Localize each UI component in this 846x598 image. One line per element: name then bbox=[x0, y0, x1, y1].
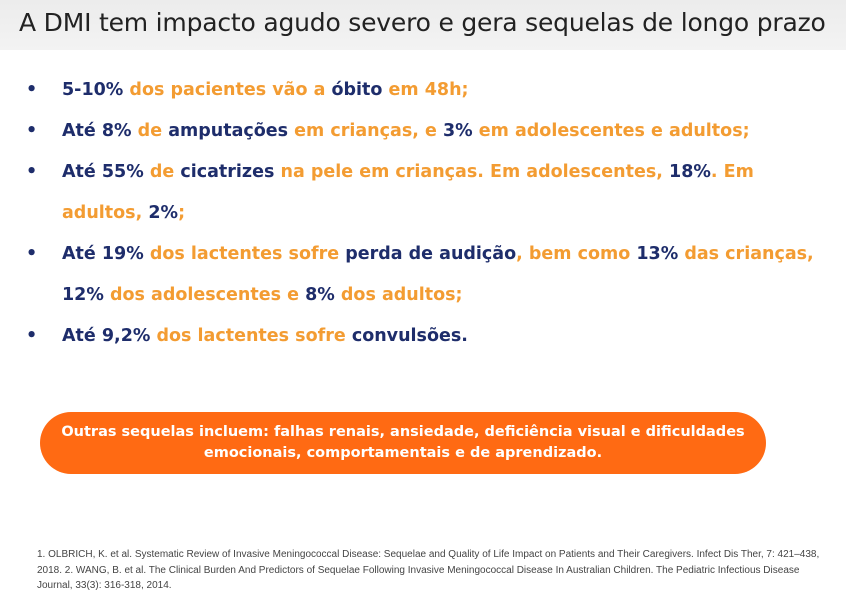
references: 1. OLBRICH, K. et al. Systematic Review … bbox=[37, 549, 820, 591]
text-run: dos adultos; bbox=[334, 285, 463, 305]
bullet-item: • Até 55% de cicatrizes na pele em crianç… bbox=[26, 152, 826, 234]
text-run: convulsões. bbox=[351, 326, 468, 346]
bullet-text: Até 55% de cicatrizes na pele em criança… bbox=[62, 162, 754, 223]
text-run: Até 8% bbox=[62, 121, 132, 141]
text-run: de bbox=[131, 121, 169, 141]
bullet-text: Até 19% dos lactentes sofre perda de aud… bbox=[62, 244, 814, 305]
text-run: dos lactentes sofre bbox=[143, 244, 346, 264]
text-run: 2% bbox=[148, 203, 179, 223]
text-run: cicatrizes bbox=[180, 162, 275, 182]
text-run: Até 9,2% bbox=[62, 326, 151, 346]
bullet-item: • 5-10% dos pacientes vão a óbito em 48h; bbox=[26, 70, 826, 111]
bullet-dot-icon: • bbox=[26, 162, 38, 182]
bullet-dot-icon: • bbox=[26, 121, 38, 141]
text-run: 3% bbox=[442, 121, 473, 141]
text-run: em adolescentes e adultos; bbox=[472, 121, 750, 141]
text-run: dos lactentes sofre bbox=[150, 326, 352, 346]
text-run: 13% bbox=[636, 244, 679, 264]
text-run: ; bbox=[178, 203, 186, 223]
bullet-item: • Até 9,2% dos lactentes sofre convulsões… bbox=[26, 316, 826, 357]
text-run: óbito bbox=[331, 80, 383, 100]
text-run: amputações bbox=[168, 121, 289, 141]
text-run: 8% bbox=[305, 285, 335, 305]
text-run: em 48h; bbox=[382, 80, 469, 100]
callout-banner: Outras sequelas incluem: falhas renais, … bbox=[40, 412, 766, 474]
text-run: perda de audição bbox=[345, 244, 517, 264]
text-run: na pele em crianças. Em adolescentes, bbox=[274, 162, 670, 182]
bullet-list: • 5-10% dos pacientes vão a óbito em 48h;… bbox=[26, 70, 826, 357]
text-run: , bem como bbox=[516, 244, 637, 264]
text-run: de bbox=[143, 162, 181, 182]
bullet-item: • Até 19% dos lactentes sofre perda de au… bbox=[26, 234, 826, 316]
text-run: Até 19% bbox=[62, 244, 144, 264]
callout-text: Outras sequelas incluem: falhas renais, … bbox=[61, 424, 745, 461]
bullet-text: Até 8% de amputações em crianças, e 3% e… bbox=[62, 121, 750, 141]
text-run: 5-10% bbox=[62, 80, 124, 100]
text-run: 18% bbox=[669, 162, 711, 182]
bullet-text: Até 9,2% dos lactentes sofre convulsões. bbox=[62, 326, 468, 346]
text-run: dos pacientes vão a bbox=[123, 80, 332, 100]
slide-title: A DMI tem impacto agudo severo e gera se… bbox=[19, 8, 826, 37]
title-bar: A DMI tem impacto agudo severo e gera se… bbox=[0, 0, 846, 50]
bullet-dot-icon: • bbox=[26, 244, 38, 264]
text-run: 12% bbox=[62, 285, 104, 305]
text-run: Até 55% bbox=[62, 162, 144, 182]
bullet-text: 5-10% dos pacientes vão a óbito em 48h; bbox=[62, 80, 469, 100]
text-run: em crianças, e bbox=[288, 121, 443, 141]
bullet-dot-icon: • bbox=[26, 80, 38, 100]
bullet-item: • Até 8% de amputações em crianças, e 3% … bbox=[26, 111, 826, 152]
text-run: dos adolescentes e bbox=[103, 285, 306, 305]
bullet-dot-icon: • bbox=[26, 326, 38, 346]
text-run: . Em adultos, bbox=[62, 162, 754, 223]
text-run: das crianças, bbox=[678, 244, 814, 264]
